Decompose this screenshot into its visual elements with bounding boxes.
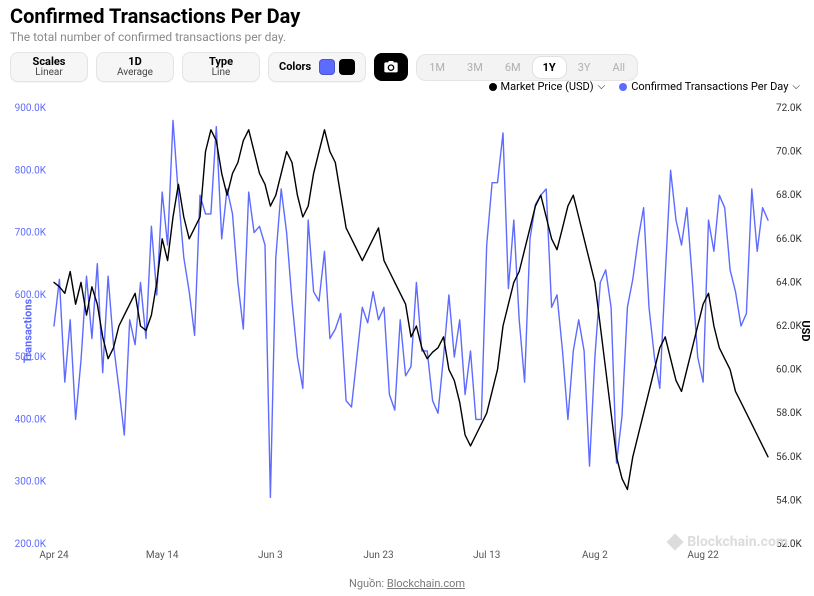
svg-text:60.0K: 60.0K — [776, 365, 802, 376]
legend: Market Price (USD) ⌵ Confirmed Transacti… — [489, 80, 800, 93]
svg-text:300.0K: 300.0K — [15, 477, 47, 488]
color-swatch-2 — [339, 59, 355, 75]
legend-market-price[interactable]: Market Price (USD) ⌵ — [489, 80, 606, 93]
svg-text:800.0K: 800.0K — [15, 165, 47, 176]
source-link[interactable]: Blockchain.com — [387, 577, 465, 590]
svg-text:700.0K: 700.0K — [15, 228, 47, 239]
svg-text:72.0K: 72.0K — [776, 103, 802, 114]
svg-text:Apr 24: Apr 24 — [39, 550, 69, 561]
svg-text:May 14: May 14 — [146, 550, 179, 561]
svg-text:66.0K: 66.0K — [776, 234, 802, 245]
svg-text:54.0K: 54.0K — [776, 495, 802, 506]
svg-text:70.0K: 70.0K — [776, 147, 802, 158]
chevron-down-icon: ⌵ — [598, 81, 606, 92]
type-selector[interactable]: Type Line — [182, 52, 260, 82]
legend-transactions[interactable]: Confirmed Transactions Per Day ⌵ — [619, 80, 800, 93]
legend-dot-market — [489, 83, 497, 91]
chart-area: Transactions USD 200.0K300.0K400.0K500.0… — [0, 96, 814, 566]
legend-dot-transactions — [619, 83, 627, 91]
svg-text:Jul 13: Jul 13 — [473, 550, 500, 561]
range-3y[interactable]: 3Y — [568, 57, 601, 78]
controls-bar: Scales Linear 1D Average Type Line Color… — [10, 52, 804, 82]
svg-text:Jun 23: Jun 23 — [363, 550, 393, 561]
svg-text:900.0K: 900.0K — [15, 103, 47, 114]
granularity-label: 1D — [128, 56, 141, 68]
source-attribution: Nguồn: Blockchain.com — [0, 577, 814, 590]
legend-label-transactions: Confirmed Transactions Per Day — [631, 80, 788, 93]
type-value: Line — [212, 68, 231, 79]
time-range-group: 1M3M6M1Y3YAll — [416, 54, 638, 81]
svg-text:68.0K: 68.0K — [776, 190, 802, 201]
chevron-down-icon: ⌵ — [792, 81, 800, 92]
y-axis-right-title: USD — [799, 320, 812, 341]
scales-label: Scales — [33, 56, 66, 68]
svg-text:52.0K: 52.0K — [776, 539, 802, 550]
svg-text:Aug 22: Aug 22 — [687, 550, 719, 561]
svg-text:Aug 2: Aug 2 — [582, 550, 608, 561]
scales-value: Linear — [35, 68, 62, 79]
screenshot-button[interactable] — [374, 53, 408, 81]
range-1y[interactable]: 1Y — [533, 57, 566, 78]
source-prefix: Nguồn: — [349, 577, 387, 590]
svg-text:58.0K: 58.0K — [776, 408, 802, 419]
svg-text:64.0K: 64.0K — [776, 277, 802, 288]
granularity-value: Average — [117, 68, 153, 79]
range-3m[interactable]: 3M — [457, 57, 493, 78]
svg-text:200.0K: 200.0K — [15, 539, 47, 550]
range-1m[interactable]: 1M — [419, 57, 455, 78]
range-all[interactable]: All — [603, 57, 636, 78]
legend-label-market: Market Price (USD) — [501, 80, 594, 93]
colors-label: Colors — [279, 61, 311, 73]
colors-selector[interactable]: Colors — [268, 52, 366, 82]
range-6m[interactable]: 6M — [495, 57, 531, 78]
svg-text:Jun 3: Jun 3 — [258, 550, 283, 561]
camera-icon — [383, 59, 399, 75]
svg-text:56.0K: 56.0K — [776, 452, 802, 463]
chart-title: Confirmed Transactions Per Day — [10, 4, 804, 28]
type-label: Type — [209, 56, 233, 68]
line-chart[interactable]: 200.0K300.0K400.0K500.0K600.0K700.0K800.… — [0, 96, 814, 566]
chart-subtitle: The total number of confirmed transactio… — [10, 30, 804, 44]
y-axis-left-title: Transactions — [22, 299, 35, 363]
scales-selector[interactable]: Scales Linear — [10, 52, 88, 82]
granularity-selector[interactable]: 1D Average — [96, 52, 174, 82]
svg-text:400.0K: 400.0K — [15, 414, 47, 425]
color-swatch-1 — [319, 59, 335, 75]
